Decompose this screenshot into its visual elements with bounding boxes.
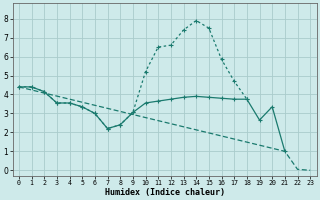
X-axis label: Humidex (Indice chaleur): Humidex (Indice chaleur) bbox=[105, 188, 225, 197]
